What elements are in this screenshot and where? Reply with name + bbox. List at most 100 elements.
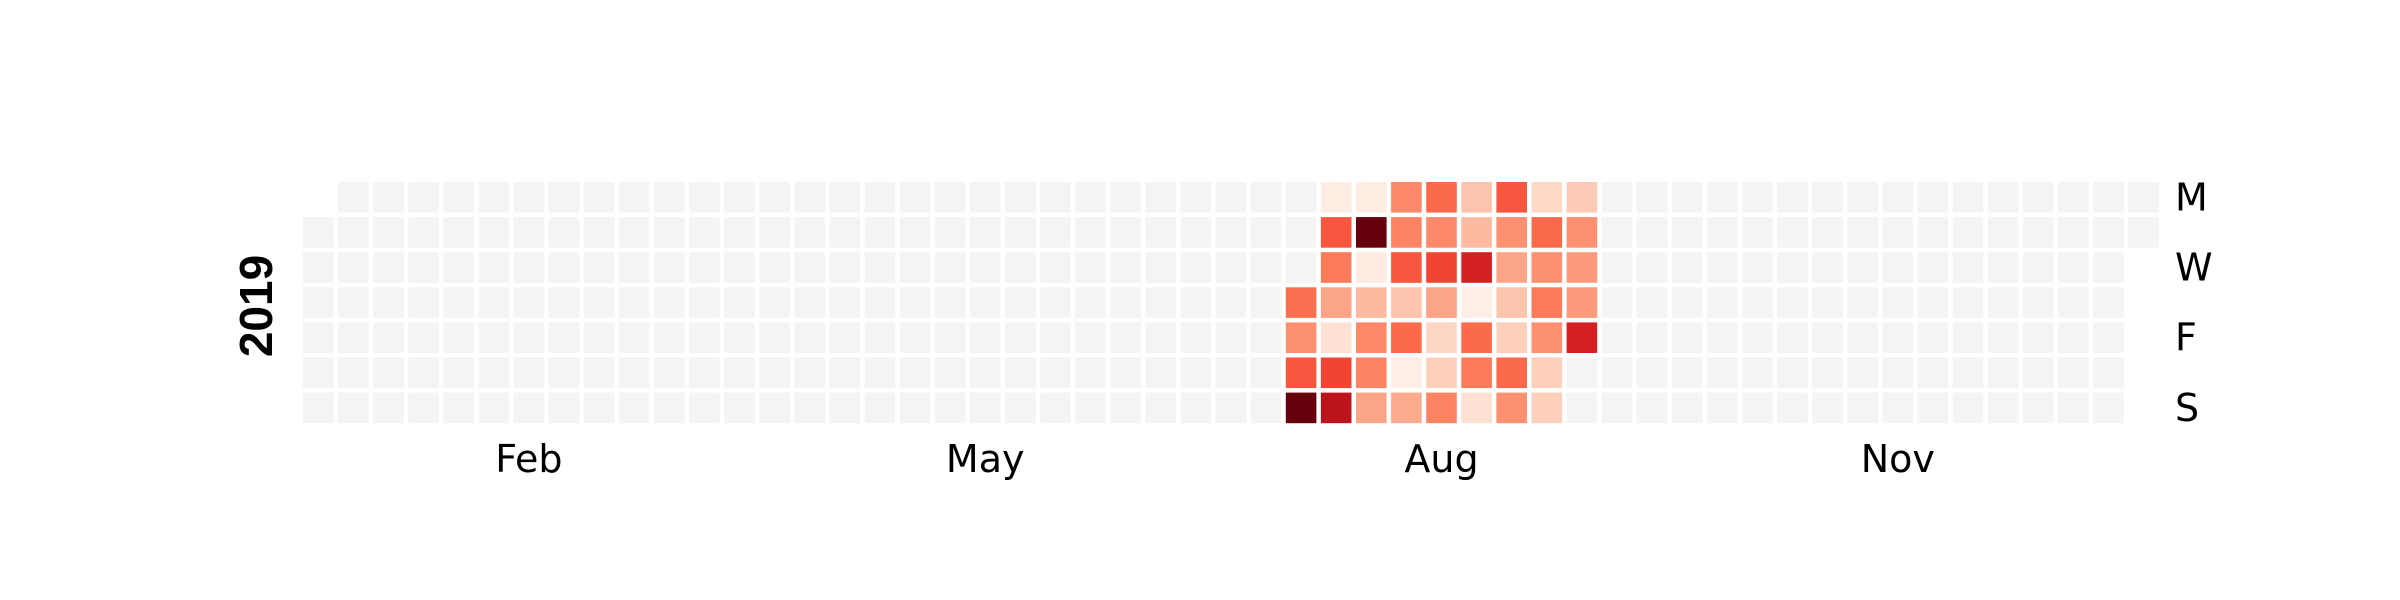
heatmap-cell xyxy=(969,182,1001,213)
heatmap-cell xyxy=(1110,252,1141,283)
heatmap-cell xyxy=(1110,182,1141,213)
heatmap-cell xyxy=(1496,287,1527,318)
heatmap-cell xyxy=(1812,357,1843,389)
heatmap-cell xyxy=(1917,287,1949,318)
heatmap-cell xyxy=(1531,392,1563,424)
heatmap-cell xyxy=(1180,252,1212,283)
heatmap-cell xyxy=(1005,392,1036,424)
heatmap-cell xyxy=(1285,287,1317,318)
month-labels: Feb May Aug Nov xyxy=(495,437,1935,481)
heatmap-cell xyxy=(1566,357,1598,389)
heatmap-cell xyxy=(1145,252,1176,283)
heatmap-cell xyxy=(1426,392,1457,424)
heatmap-cell xyxy=(1215,322,1247,353)
heatmap-cell xyxy=(689,217,720,248)
heatmap-cell xyxy=(1601,322,1633,353)
heatmap-cell xyxy=(1812,322,1843,353)
heatmap-cell xyxy=(1391,392,1422,424)
heatmap-cell xyxy=(1917,322,1949,353)
heatmap-cell xyxy=(1566,182,1598,213)
heatmap-cell xyxy=(1601,392,1633,424)
heatmap-cell xyxy=(1075,182,1106,213)
heatmap-cell xyxy=(1952,217,1984,248)
heatmap-cell xyxy=(1250,217,1282,248)
heatmap-cell xyxy=(1496,182,1527,213)
heatmap-cell xyxy=(899,182,931,213)
heatmap-cell xyxy=(1847,217,1878,248)
heatmap-cell xyxy=(1145,357,1176,389)
heatmap-cell xyxy=(654,287,685,318)
heatmap-cell xyxy=(408,357,439,389)
heatmap-cell xyxy=(1215,287,1247,318)
heatmap-cell xyxy=(1671,357,1703,389)
heatmap-cell xyxy=(1426,322,1457,353)
heatmap-cell xyxy=(724,217,755,248)
heatmap-cell xyxy=(618,392,650,424)
heatmap-cell xyxy=(2022,322,2054,353)
heatmap-cell xyxy=(689,392,720,424)
heatmap-cell xyxy=(548,217,580,248)
heatmap-cell xyxy=(934,322,966,353)
heatmap-cell xyxy=(1040,322,1071,353)
heatmap-cell xyxy=(1040,357,1071,389)
heatmap-cell xyxy=(1496,357,1527,389)
heatmap-cell xyxy=(2093,252,2124,283)
heatmap-cell xyxy=(1601,252,1633,283)
heatmap-cell xyxy=(1882,182,1914,213)
heatmap-cell xyxy=(864,357,896,389)
heatmap-cell xyxy=(1250,357,1282,389)
heatmap-cell xyxy=(2058,182,2089,213)
heatmap-cell xyxy=(1707,322,1738,353)
heatmap-cell xyxy=(1671,217,1703,248)
heatmap-cell xyxy=(2022,287,2054,318)
heatmap-cell xyxy=(1531,182,1563,213)
heatmap-cell xyxy=(724,287,755,318)
heatmap-cell xyxy=(1671,392,1703,424)
heatmap-cell xyxy=(969,217,1001,248)
heatmap-cell xyxy=(1917,392,1949,424)
heatmap-cell xyxy=(794,322,825,353)
heatmap-cell xyxy=(1426,252,1457,283)
heatmap-cell xyxy=(1320,182,1352,213)
heatmap-cell xyxy=(1987,287,2019,318)
heatmap-cell xyxy=(548,287,580,318)
heatmap-cell xyxy=(864,217,896,248)
heatmap-cell xyxy=(899,287,931,318)
heatmap-cell xyxy=(829,252,861,283)
heatmap-cell xyxy=(1496,322,1527,353)
heatmap-cell xyxy=(1566,392,1598,424)
heatmap-cell xyxy=(513,252,545,283)
heatmap-cell xyxy=(1707,287,1738,318)
heatmap-cell xyxy=(1005,287,1036,318)
heatmap-cell xyxy=(1005,322,1036,353)
heatmap-cell xyxy=(1320,392,1352,424)
heatmap-cell xyxy=(2022,392,2054,424)
heatmap-cell xyxy=(864,182,896,213)
heatmap-cell xyxy=(1742,182,1773,213)
heatmap-cell xyxy=(1636,357,1668,389)
heatmap-cell xyxy=(1636,392,1668,424)
heatmap-cell xyxy=(1636,182,1668,213)
heatmap-cell xyxy=(1812,252,1843,283)
heatmap-cell xyxy=(338,392,369,424)
heatmap-cell xyxy=(373,217,404,248)
year-label: 2019 xyxy=(230,255,282,357)
heatmap-cell xyxy=(548,252,580,283)
heatmap-cell xyxy=(338,357,369,389)
heatmap-cell xyxy=(443,357,474,389)
heatmap-cell xyxy=(1531,322,1563,353)
heatmap-cell xyxy=(1777,182,1808,213)
heatmap-cell xyxy=(303,392,334,424)
heatmap-cell xyxy=(1917,217,1949,248)
heatmap-cell xyxy=(1847,357,1878,389)
heatmap-cell xyxy=(408,217,439,248)
heatmap-cell xyxy=(1917,182,1949,213)
heatmap-cell xyxy=(443,182,474,213)
heatmap-cell xyxy=(1496,217,1527,248)
heatmap-cell xyxy=(794,217,825,248)
heatmap-cell xyxy=(513,392,545,424)
heatmap-cell xyxy=(2128,217,2159,248)
heatmap-cell xyxy=(1847,322,1878,353)
heatmap-cell xyxy=(1707,182,1738,213)
heatmap-cell xyxy=(1391,322,1422,353)
